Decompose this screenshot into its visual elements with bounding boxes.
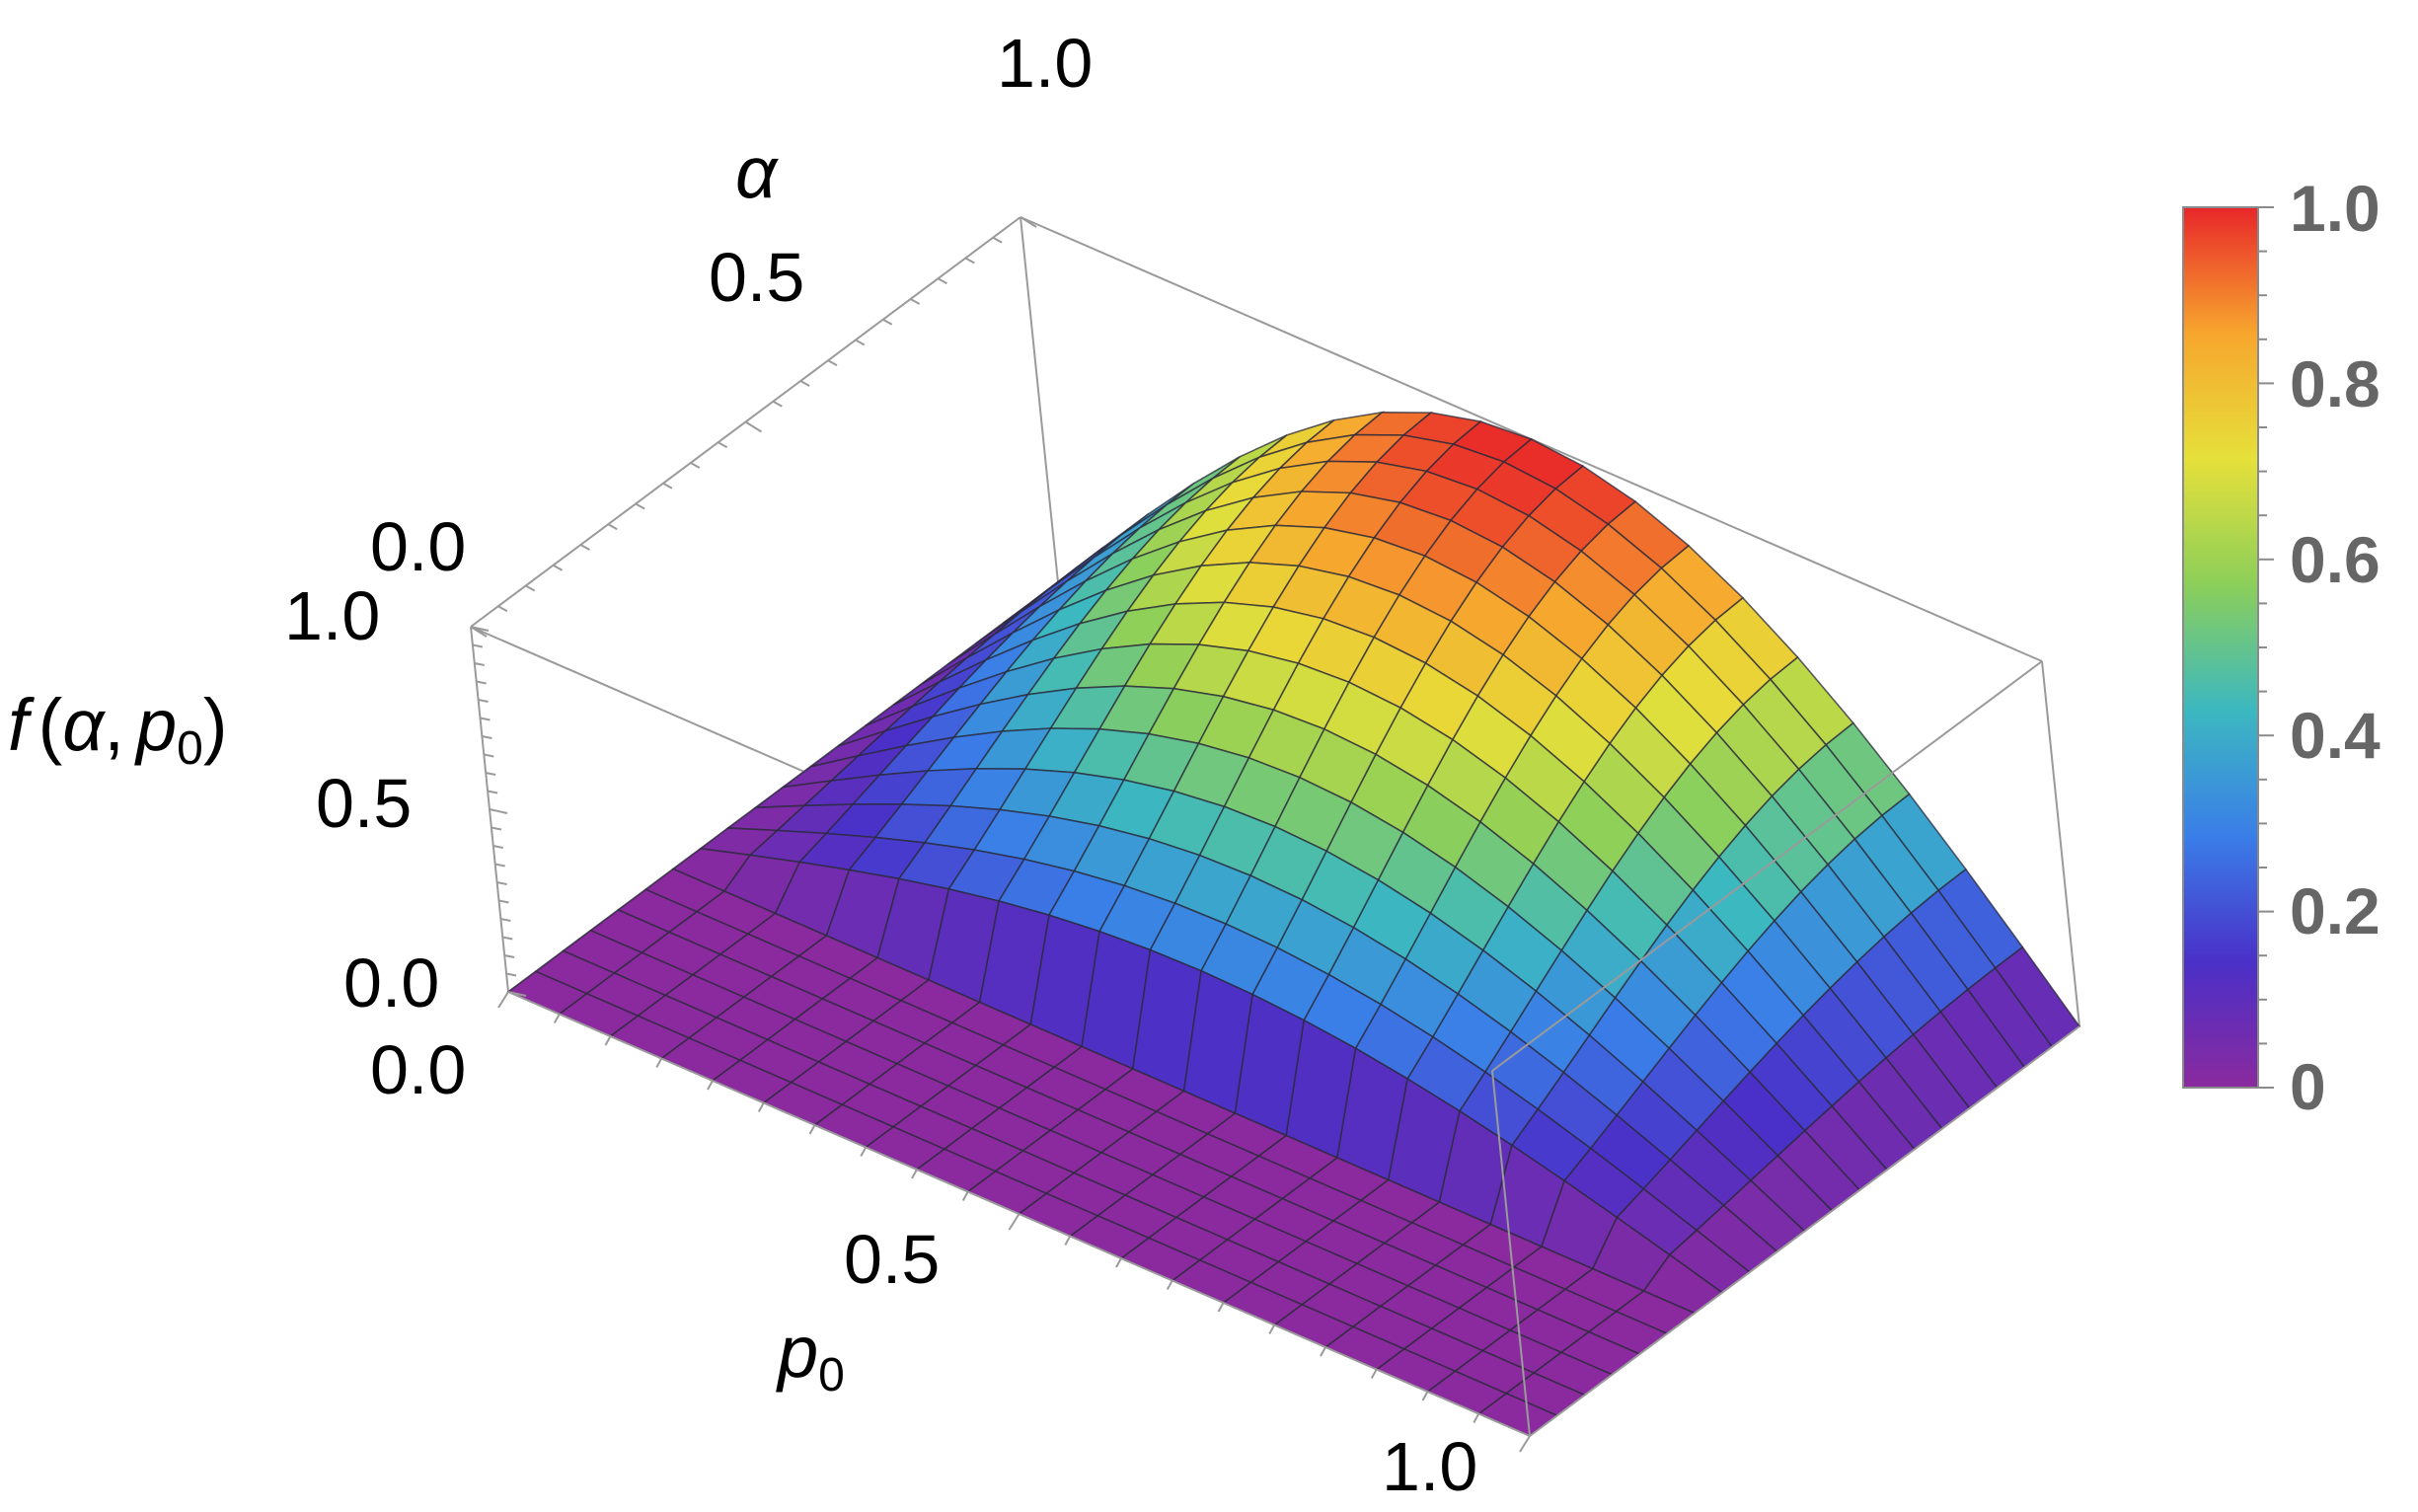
z-tick-1: 1.0 xyxy=(284,577,380,654)
colorbar-tick-1: 1.0 xyxy=(2290,172,2380,245)
p0-tick-05: 0.5 xyxy=(844,1221,940,1298)
alpha-tick-mark xyxy=(827,359,838,367)
z-tick-mark xyxy=(502,936,513,941)
p0-axis-label: p0 xyxy=(776,1311,845,1401)
z-tick-0: 0.0 xyxy=(343,945,439,1021)
p0-tick-mark xyxy=(1519,1435,1531,1453)
z-tick-mark xyxy=(484,753,494,758)
z-tick-mark xyxy=(492,845,503,849)
colorbar-tick-06: 0.6 xyxy=(2290,523,2380,596)
alpha-tick-05: 0.5 xyxy=(709,239,804,316)
p0-tick-mark xyxy=(1217,1302,1225,1313)
z-tick-mark xyxy=(472,643,484,648)
p0-tick-mark xyxy=(604,1035,612,1046)
z-tick-mark xyxy=(480,717,491,721)
alpha-tick-mark xyxy=(910,298,921,305)
p0-tick-mark xyxy=(1115,1257,1122,1268)
alpha-tick-mark xyxy=(744,420,763,433)
colorbar-tick-02: 0.2 xyxy=(2290,874,2380,947)
z-tick-mark xyxy=(478,699,489,703)
box-edge xyxy=(1491,1070,1531,1437)
p0-tick-mark xyxy=(1473,1413,1480,1423)
z-tick-mark xyxy=(494,863,505,868)
z-tick-mark xyxy=(491,826,502,831)
alpha-tick-mark xyxy=(525,584,536,592)
surface-mesh xyxy=(506,411,2081,1437)
p0-tick-mark xyxy=(707,1080,714,1091)
alpha-tick-mark xyxy=(1020,216,1037,228)
alpha-tick-mark xyxy=(799,380,810,387)
p0-tick-mark xyxy=(655,1058,663,1068)
alpha-axis-label: α xyxy=(735,131,779,213)
p0-tick-mark xyxy=(757,1102,765,1112)
z-tick-mark xyxy=(486,772,496,776)
p0-tick-mark xyxy=(1421,1391,1429,1401)
alpha-tick-0: 0.0 xyxy=(370,508,466,585)
alpha-tick-mark xyxy=(690,462,701,469)
z-tick-mark xyxy=(504,954,515,958)
box-edge xyxy=(1529,1025,2080,1437)
z-tick-mark xyxy=(496,881,507,885)
p0-tick-mark xyxy=(1008,1213,1020,1231)
box-edge xyxy=(2041,660,2080,1027)
alpha-tick-mark xyxy=(662,482,673,490)
z-tick-mark xyxy=(498,899,509,904)
alpha-tick-mark xyxy=(470,626,488,638)
z-tick-mark xyxy=(474,662,485,666)
p0-tick-mark xyxy=(911,1169,918,1179)
p0-tick-0: 0.0 xyxy=(370,1031,466,1108)
z-tick-mark xyxy=(489,808,508,814)
z-tick-mark xyxy=(487,790,498,794)
p0-tick-mark xyxy=(860,1147,868,1157)
p0-tick-mark xyxy=(808,1124,816,1135)
colorbar-tick-04: 0.4 xyxy=(2290,699,2380,772)
z-tick-mark xyxy=(507,991,527,997)
p0-tick-mark xyxy=(961,1191,969,1201)
z-tick-mark xyxy=(482,735,492,739)
alpha-tick-mark xyxy=(937,277,947,285)
p0-tick-mark xyxy=(1268,1324,1276,1334)
alpha-tick-mark xyxy=(772,400,783,408)
alpha-tick-mark xyxy=(855,339,866,346)
alpha-tick-mark xyxy=(718,441,728,449)
alpha-tick-mark xyxy=(635,502,645,510)
colorbar-tick-08: 0.8 xyxy=(2290,347,2380,420)
alpha-tick-1: 1.0 xyxy=(997,25,1093,102)
z-tick-05: 0.5 xyxy=(316,765,412,842)
z-tick-mark xyxy=(470,626,490,632)
alpha-tick-mark xyxy=(497,605,508,613)
p0-tick-1: 1.0 xyxy=(1382,1428,1477,1505)
p0-tick-mark xyxy=(1064,1236,1072,1246)
alpha-tick-mark xyxy=(882,318,893,326)
colorbar xyxy=(2182,206,2259,1089)
p0-tick-mark xyxy=(1166,1280,1173,1290)
p0-tick-mark xyxy=(497,991,509,1009)
alpha-tick-mark xyxy=(992,236,1003,244)
z-tick-mark xyxy=(500,918,511,922)
p0-tick-mark xyxy=(1320,1346,1326,1357)
z-axis-label: f (α, p0) xyxy=(8,684,228,775)
p0-tick-mark xyxy=(553,1014,561,1023)
alpha-tick-mark xyxy=(553,564,564,571)
axis-tick-marks xyxy=(470,216,1531,1453)
z-tick-mark xyxy=(505,972,517,977)
alpha-tick-mark xyxy=(607,523,618,531)
colorbar-ticks xyxy=(2258,206,2274,1089)
box-edge xyxy=(1491,660,2043,1072)
p0-tick-mark xyxy=(1370,1369,1378,1379)
alpha-tick-mark xyxy=(964,257,975,265)
colorbar-tick-0: 0 xyxy=(2290,1050,2326,1123)
alpha-tick-mark xyxy=(579,544,590,551)
z-tick-mark xyxy=(476,680,487,685)
box-edge xyxy=(1020,216,1059,583)
